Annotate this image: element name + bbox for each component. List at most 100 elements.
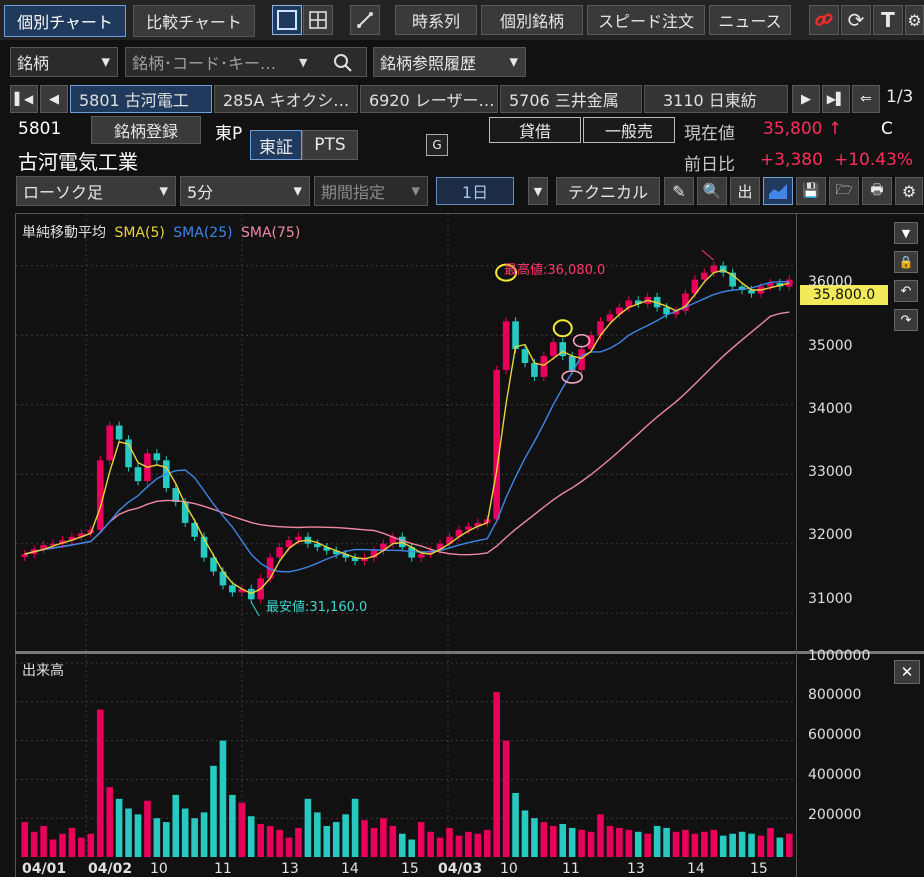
exchange-tse-button[interactable]: 東証 (250, 130, 302, 160)
settings-button[interactable]: ⚙ (905, 5, 924, 35)
volume-bar (521, 810, 529, 857)
y-tick-35000: 35000 (808, 338, 853, 354)
stock-code: 5801 (18, 119, 62, 139)
pen-icon: ✎ (672, 181, 686, 201)
change-percent: +10.43% (834, 150, 914, 170)
sma75-line (24, 311, 790, 556)
days-dropdown-button[interactable]: ▼ (528, 177, 548, 205)
symbol-tab-5801[interactable]: 5801 古河電工 (70, 85, 212, 113)
volume-bar (191, 818, 198, 857)
interval-select[interactable]: 5分 ▼ (180, 176, 310, 206)
undo-icon: ↶ (900, 283, 912, 299)
numeric-search-icon: 🔍 (702, 182, 722, 200)
volume-bar (672, 831, 680, 857)
candle-body (276, 547, 283, 558)
technical-button[interactable]: テクニカル (556, 177, 660, 205)
history-label: 銘柄参照履歴 (380, 54, 477, 73)
candle-body (380, 543, 387, 551)
symbol-tab-5706[interactable]: 5706 三井金属 (500, 85, 642, 113)
candle-body (172, 488, 180, 502)
candle-body (502, 321, 510, 370)
volume-bar (276, 829, 283, 857)
volume-bar (748, 833, 755, 857)
candle-body (219, 571, 227, 586)
news-button[interactable]: ニュース (709, 5, 791, 35)
kobetsu-meigara-button[interactable]: 個別銘柄 (481, 5, 583, 35)
volume-bar (59, 833, 66, 857)
chart-settings-button[interactable]: ⚙ (895, 177, 923, 205)
search-input[interactable]: 銘柄･コード･キー… ▼ (125, 47, 367, 77)
text-tool-button[interactable]: T (873, 5, 903, 35)
speed-order-button[interactable]: スピード注文 (587, 5, 705, 35)
candle-body (370, 550, 378, 558)
expand-down-button[interactable]: ▼ (894, 222, 918, 244)
y-tick-36000: 36000 (808, 274, 853, 290)
tab-hikaku-chart[interactable]: 比較チャート (133, 5, 255, 37)
period-select[interactable]: 期間指定 ▼ (314, 176, 428, 206)
volume-bar (257, 824, 264, 857)
lock-button[interactable]: 🔒 (894, 251, 918, 273)
candle-body (49, 543, 57, 546)
jikeiretsu-button[interactable]: 時系列 (395, 5, 477, 35)
history-select[interactable]: 銘柄参照履歴 ▼ (373, 47, 526, 77)
g-badge[interactable]: G (426, 134, 448, 156)
symbol-tab-6920[interactable]: 6920 レーザー… (360, 85, 498, 113)
volume-bar (87, 833, 95, 857)
link-button[interactable] (809, 5, 839, 35)
tab-kobetsu-chart[interactable]: 個別チャート (4, 5, 126, 37)
area-chart-button[interactable] (763, 177, 793, 205)
last-symbol-button[interactable]: ▶▌ (822, 85, 850, 113)
candle-body (134, 467, 142, 482)
page-indicator: 1/3 (886, 87, 914, 107)
up-arrow-icon: ↑ (827, 119, 843, 139)
volume-bar (96, 709, 104, 857)
numeric-search-button[interactable]: 🔍 (697, 177, 727, 205)
first-symbol-button[interactable]: ▌◀ (10, 85, 38, 113)
close-volume-button[interactable]: ✕ (894, 660, 920, 684)
sma25-legend: SMA(25) (173, 225, 233, 241)
register-button[interactable]: 銘柄登録 (91, 116, 201, 144)
candle-body (181, 502, 189, 523)
candle-body (691, 279, 699, 294)
vol-tick-200000: 200000 (808, 807, 862, 823)
undo-button[interactable]: ↶ (894, 280, 918, 302)
candle-body (493, 369, 500, 520)
print-button[interactable]: 🖶 (862, 177, 892, 205)
taishaku-button[interactable]: 貸借 (489, 117, 581, 143)
price-value: 35,800 (763, 119, 823, 139)
back-button[interactable]: ⇐ (852, 85, 880, 113)
price-flag: C (881, 119, 893, 139)
refresh-button[interactable]: ⟳ (841, 5, 871, 35)
prev-symbol-button[interactable]: ◀ (40, 85, 68, 113)
open-folder-button[interactable]: 🗁 (829, 177, 859, 205)
volume-toggle-button[interactable]: 出 (730, 177, 760, 205)
volume-bar (634, 831, 642, 857)
search-icon[interactable] (333, 53, 353, 73)
price-axis-divider (796, 214, 797, 877)
search-placeholder: 銘柄･コード･キー… (132, 54, 277, 73)
chart-type-select[interactable]: ローソク足 ▼ (16, 176, 176, 206)
indicator-title: 単純移動平均 (22, 225, 106, 241)
volume-bar (710, 829, 718, 857)
price-chart[interactable] (16, 214, 796, 651)
pen-button[interactable]: ✎ (664, 177, 694, 205)
search-mode-select[interactable]: 銘柄 ▼ (10, 47, 118, 77)
symbol-tab-285a[interactable]: 285A キオクシ… (214, 85, 358, 113)
volume-bar (776, 837, 784, 857)
next-symbol-button[interactable]: ▶ (792, 85, 820, 113)
symbol-tab-3110[interactable]: 3110 日東紡 (644, 85, 788, 113)
days-field[interactable]: 1日 (436, 177, 514, 205)
area-chart-icon (769, 184, 787, 199)
vol-tick-400000: 400000 (808, 767, 862, 783)
exchange-pts-button[interactable]: PTS (302, 130, 358, 160)
ippan-button[interactable]: 一般売 (583, 117, 675, 143)
volume-chart[interactable] (16, 655, 796, 857)
grid-pane-button[interactable] (303, 5, 333, 35)
draw-line-button[interactable] (350, 5, 380, 35)
volume-bar (30, 831, 38, 857)
redo-button[interactable]: ↷ (894, 309, 918, 331)
single-pane-button[interactable] (272, 5, 302, 35)
save-button[interactable]: 💾 (796, 177, 826, 205)
x-tick-15b: 15 (750, 861, 768, 877)
volume-bar (785, 833, 793, 857)
